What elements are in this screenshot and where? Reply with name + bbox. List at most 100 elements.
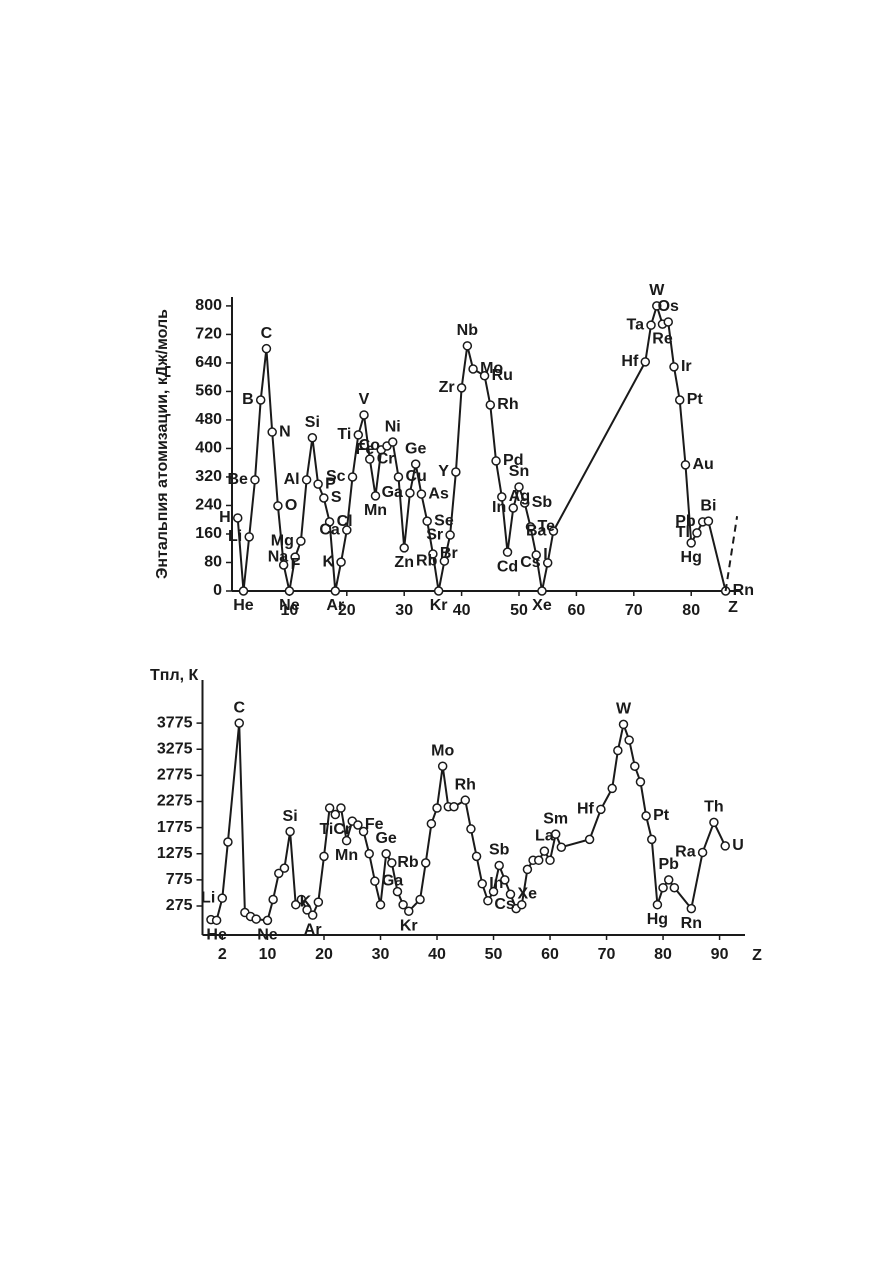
point-label: K: [322, 553, 334, 570]
data-point: [647, 834, 657, 845]
x-axis-label: Z: [728, 599, 738, 616]
data-point: [432, 803, 442, 813]
data-point: [437, 761, 448, 771]
data-point: [646, 320, 656, 330]
point-label: Li: [201, 889, 215, 906]
data-point: [460, 795, 471, 805]
point-label: Ta: [627, 316, 645, 333]
point-label: F: [291, 556, 301, 573]
x-tick-label: 30: [372, 946, 390, 963]
point-label: Cs: [494, 896, 515, 913]
y-axis-label: Энтальпия атомизации, кДж/моль: [154, 309, 171, 579]
data-point: [445, 530, 455, 540]
data-point: [347, 472, 358, 482]
point-label: Os: [658, 298, 679, 315]
data-point: [494, 860, 504, 871]
point-label: Sb: [532, 494, 553, 511]
data-point: [301, 475, 312, 485]
y-tick-label: 240: [195, 497, 222, 514]
data-point: [466, 824, 476, 834]
point-label: Re: [652, 330, 673, 347]
point-label: P: [325, 475, 336, 492]
data-point: [669, 362, 679, 372]
point-label: Ba: [526, 522, 547, 539]
series-line: [724, 516, 739, 592]
data-point: [508, 503, 519, 513]
point-label: Al: [284, 471, 300, 488]
data-point: [451, 467, 461, 477]
data-point: [596, 804, 606, 815]
data-point: [410, 459, 421, 469]
data-point: [542, 558, 553, 568]
point-label: Sr: [426, 526, 443, 543]
data-point: [483, 896, 493, 906]
point-label: Ne: [279, 597, 300, 614]
point-label: Mn: [335, 847, 358, 864]
data-point: [703, 516, 714, 526]
point-label: Co: [359, 437, 381, 454]
data-point: [267, 427, 277, 437]
point-label: Pb: [675, 513, 696, 530]
point-label: Rh: [455, 776, 476, 793]
point-label: Ca: [319, 521, 340, 538]
point-label: Ar: [326, 597, 344, 614]
data-point: [533, 855, 544, 866]
data-point: [607, 783, 617, 794]
data-point: [663, 875, 674, 885]
x-tick-label: 80: [682, 602, 700, 619]
data-point: [709, 817, 719, 828]
data-point: [485, 400, 496, 410]
data-point: [640, 357, 651, 367]
point-label: Mg: [271, 532, 294, 549]
point-label: W: [649, 282, 665, 299]
point-label: Hg: [647, 911, 668, 928]
data-point: [462, 341, 473, 351]
data-point: [313, 479, 323, 489]
y-tick-label: 1275: [157, 845, 193, 862]
point-label: V: [359, 391, 370, 408]
x-tick-label: 10: [259, 946, 277, 963]
data-point: [556, 842, 567, 852]
data-point: [223, 837, 233, 847]
data-point: [433, 586, 444, 596]
data-point: [261, 343, 272, 354]
point-label: W: [616, 701, 632, 718]
data-point: [505, 889, 516, 899]
point-label: Zr: [439, 379, 455, 396]
point-label: Kr: [400, 917, 418, 934]
data-point: [387, 858, 397, 868]
point-label: Be: [228, 471, 249, 488]
data-point: [238, 586, 249, 596]
x-tick-label: 60: [541, 946, 559, 963]
data-point: [479, 371, 490, 381]
data-point: [539, 846, 550, 856]
data-point: [545, 855, 555, 866]
point-label: Kr: [430, 597, 448, 614]
point-label: Ne: [257, 927, 278, 944]
data-point: [342, 525, 352, 535]
y-tick-label: 720: [195, 326, 222, 343]
data-point: [313, 897, 324, 907]
point-label: Sn: [509, 463, 529, 480]
y-tick-label: 3775: [157, 714, 193, 731]
data-point: [641, 811, 651, 821]
data-point: [420, 858, 431, 868]
point-label: Sc: [326, 468, 346, 485]
data-point: [517, 899, 527, 910]
data-point: [439, 556, 450, 566]
data-point: [392, 886, 403, 897]
y-tick-label: 640: [195, 354, 222, 371]
data-point: [255, 395, 266, 405]
data-point: [398, 899, 408, 910]
data-point: [290, 552, 300, 562]
point-label: Fe: [365, 816, 384, 833]
point-label: Pd: [503, 452, 523, 469]
point-label: Ge: [375, 830, 396, 847]
x-tick-label: 90: [711, 946, 729, 963]
x-tick-label: 60: [568, 602, 586, 619]
point-label: Cd: [497, 558, 518, 575]
data-point: [426, 818, 437, 829]
data-point: [232, 513, 243, 523]
